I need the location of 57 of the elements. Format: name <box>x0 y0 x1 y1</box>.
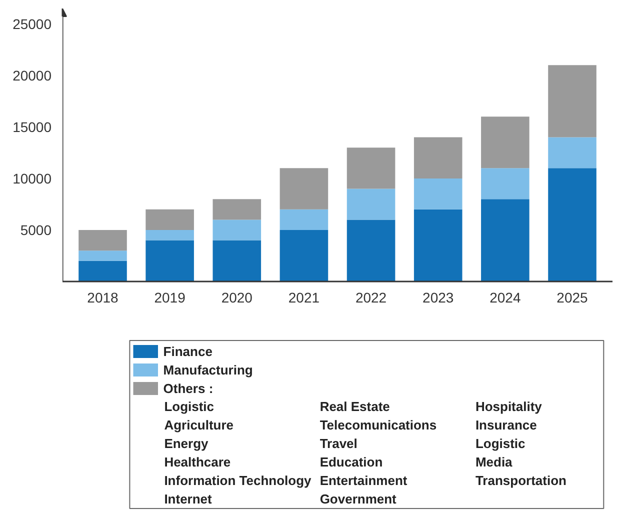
text: Internet <box>164 492 213 506</box>
bar <box>548 65 596 138</box>
bar <box>78 260 127 282</box>
text: Hospitality <box>475 399 543 414</box>
bar <box>280 209 328 230</box>
y-tick-label: 5000 <box>20 222 52 238</box>
text: Transportation <box>475 473 567 488</box>
bar <box>414 178 462 210</box>
legend-label: Others : <box>163 381 214 396</box>
bar <box>146 230 194 240</box>
x-tick-label: 2022 <box>355 290 387 306</box>
text: Healthcare <box>164 454 231 470</box>
x-tick-label: 2018 <box>87 290 119 306</box>
text: Insurance <box>475 418 537 432</box>
text: Agriculture <box>164 418 234 432</box>
x-tick-label: 2020 <box>221 290 253 306</box>
bar <box>212 199 262 220</box>
x-tick-label: 2023 <box>422 290 454 306</box>
bar <box>280 230 328 282</box>
bar <box>414 137 462 178</box>
y-tick-label: 15000 <box>12 118 52 135</box>
bar <box>548 168 596 282</box>
bar <box>481 199 530 282</box>
text: Real Estate <box>320 399 390 414</box>
x-tick-label: 2024 <box>490 290 521 306</box>
text: Information Technology <box>164 473 312 488</box>
text: Media <box>475 454 514 470</box>
text: Energy <box>164 436 210 451</box>
y-tick-label: 20000 <box>12 67 52 84</box>
bar <box>346 148 396 189</box>
bar <box>280 168 328 210</box>
bar <box>146 209 194 230</box>
text: Logistic <box>475 436 526 451</box>
text: Logistic <box>164 399 214 414</box>
y-tick-label: 25000 <box>12 16 52 32</box>
bar <box>146 240 194 282</box>
x-tick-label: 2019 <box>154 290 186 306</box>
legend-label: Finance <box>163 344 212 359</box>
bar <box>414 209 462 282</box>
bar <box>78 230 127 251</box>
text: Entertainment <box>320 473 408 488</box>
text: Education <box>320 454 383 470</box>
bar <box>481 168 530 200</box>
bar <box>78 250 127 261</box>
bar <box>212 220 262 240</box>
text: Government <box>320 492 398 506</box>
x-tick-label: 2025 <box>556 290 588 306</box>
bar <box>212 240 262 282</box>
text: Telecomunications <box>320 418 437 432</box>
bar <box>481 116 530 168</box>
x-tick-label: 2021 <box>288 290 320 306</box>
text: Travel <box>320 436 358 451</box>
y-tick-label: 10000 <box>12 170 52 186</box>
bar <box>548 137 596 168</box>
bar <box>346 188 396 220</box>
bar <box>346 220 396 282</box>
legend-label: Manufacturing <box>163 362 253 378</box>
